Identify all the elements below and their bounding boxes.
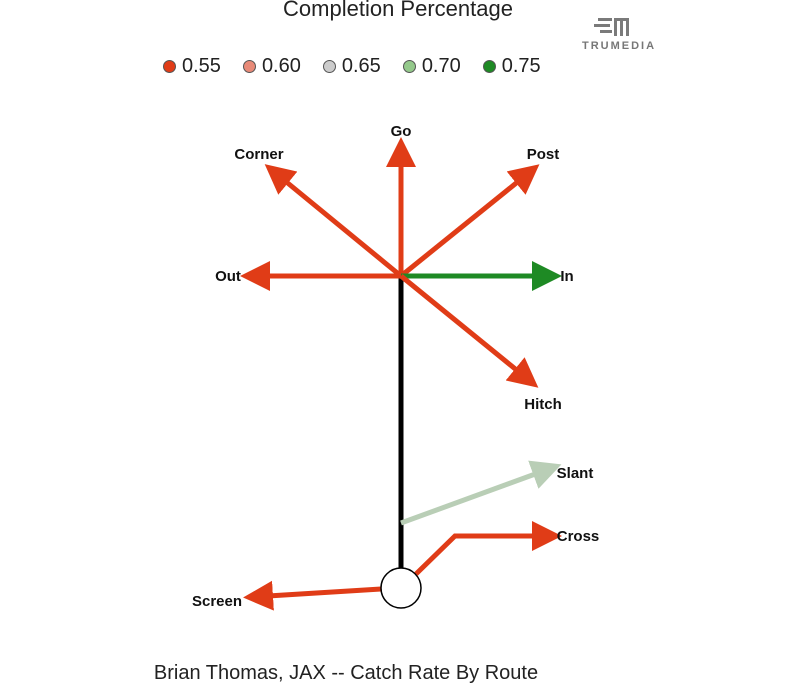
- chart-title: Completion Percentage: [283, 0, 513, 21]
- route-label-go: Go: [391, 123, 412, 140]
- route-label-hitch: Hitch: [524, 396, 562, 413]
- chart-caption: Brian Thomas, JAX -- Catch Rate By Route: [153, 662, 539, 684]
- route-label-corner: Corner: [234, 146, 283, 163]
- legend-label-0: 0.55: [182, 55, 221, 77]
- legend-item-1: 0.60: [242, 55, 301, 78]
- route-screen: [243, 580, 382, 611]
- route-label-cross: Cross: [557, 528, 600, 545]
- trumedia-logo-icon: [594, 18, 629, 36]
- legend-label-3: 0.70: [421, 55, 461, 77]
- route-label-out: Out: [215, 268, 241, 285]
- legend-label-1: 0.60: [261, 55, 301, 77]
- legend-swatch-3: [402, 60, 416, 73]
- legend-item-4: 0.75: [482, 55, 541, 78]
- chart-legend: 0.55 0.60 0.65 0.70 0.75: [163, 55, 563, 78]
- route-slant: [400, 460, 562, 526]
- legend-swatch-2: [322, 60, 336, 73]
- route-post: [399, 164, 540, 278]
- legend-swatch-1: [242, 60, 256, 73]
- route-corner: [264, 164, 403, 278]
- route-label-screen: Screen: [192, 593, 242, 610]
- route-cross: [414, 521, 562, 576]
- logo-text: TRUMEDIA: [582, 40, 657, 52]
- route-hitch: [399, 274, 539, 388]
- legend-item-3: 0.70: [402, 55, 461, 78]
- legend-label-4: 0.75: [501, 55, 541, 77]
- route-label-post: Post: [527, 146, 560, 163]
- receiver-start-circle: [380, 567, 422, 609]
- route-label-slant: Slant: [557, 465, 594, 482]
- legend-label-2: 0.65: [341, 55, 381, 77]
- route-label-in: In: [560, 268, 573, 285]
- legend-item-0: 0.55: [163, 55, 221, 78]
- legend-item-2: 0.65: [322, 55, 381, 78]
- legend-swatch-0: [163, 60, 176, 73]
- legend-swatch-4: [482, 60, 496, 73]
